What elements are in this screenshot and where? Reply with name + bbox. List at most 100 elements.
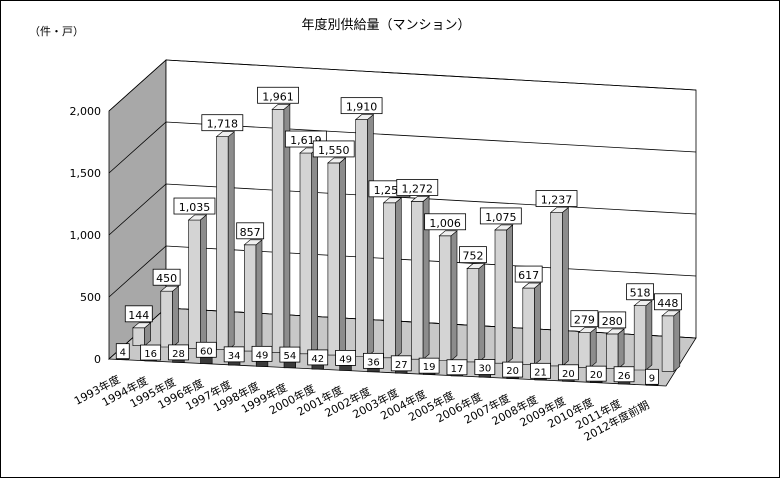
bar-main-side	[673, 310, 681, 372]
data-label-box	[557, 364, 579, 381]
bar-main-side	[645, 300, 653, 371]
bar-main-side	[394, 197, 402, 359]
data-label-box	[474, 359, 496, 375]
bar-main-top	[132, 322, 152, 329]
data-label-main: 450	[156, 272, 177, 285]
bar-main	[633, 305, 647, 371]
bar-main-top	[327, 157, 347, 164]
bar-main	[160, 290, 173, 348]
bar-main-side	[506, 224, 514, 364]
data-label-box	[312, 140, 355, 158]
data-label-main: 1,006	[429, 217, 461, 230]
y-tick-label: 0	[94, 353, 101, 366]
data-label-small: 26	[618, 371, 631, 382]
data-label-small: 30	[478, 364, 491, 375]
bar-main-top	[521, 282, 542, 289]
data-label-box	[570, 310, 599, 328]
data-label-small: 20	[562, 369, 575, 380]
bar-main-side	[367, 113, 374, 358]
data-label-small: 34	[228, 351, 241, 362]
bar-main	[550, 212, 563, 367]
data-label-box	[418, 357, 440, 374]
data-label-small: 42	[311, 354, 324, 365]
bar-main-side	[311, 147, 319, 355]
bar-main-top	[661, 310, 681, 317]
data-label-small: 60	[200, 346, 213, 357]
data-label-main: 1,237	[541, 194, 573, 207]
bar-main-top	[271, 104, 291, 110]
data-label-small: 9	[649, 373, 655, 384]
data-label-main: 752	[462, 250, 483, 263]
bar-main-top	[410, 196, 430, 202]
y-tick-label: 1,000	[70, 229, 102, 242]
data-label-small: 49	[256, 350, 269, 361]
bar-main	[661, 315, 675, 372]
data-label-main: 857	[240, 226, 261, 239]
bar-main	[383, 202, 396, 359]
gridline	[108, 59, 697, 112]
data-label-box	[424, 213, 467, 231]
data-label-box	[654, 293, 682, 311]
data-label-box	[459, 246, 487, 264]
data-label-box	[535, 190, 578, 207]
data-label-small: 19	[423, 362, 436, 373]
data-label-box	[195, 341, 217, 358]
data-label-box	[236, 222, 265, 240]
y-tick-label: 2,000	[70, 105, 102, 118]
data-label-main: 1,035	[179, 201, 211, 214]
bar-main-side	[227, 131, 235, 351]
bar-main-top	[605, 328, 625, 335]
data-label-small: 20	[590, 370, 603, 381]
data-label-small: 16	[144, 349, 157, 360]
bar-main-top	[215, 131, 236, 137]
bar-main-side	[172, 285, 179, 348]
y-unit-label: （件・戸）	[29, 25, 84, 38]
bar-main-top	[494, 224, 514, 231]
data-label-box	[396, 179, 439, 196]
data-label-box	[124, 305, 153, 323]
bar-main-side	[478, 262, 486, 363]
bar-main-top	[466, 263, 486, 269]
bar-main	[466, 268, 480, 363]
data-label-box	[152, 268, 181, 286]
bar-main-side	[562, 206, 569, 367]
data-label-box	[626, 283, 654, 301]
bar-main	[355, 119, 368, 357]
bar-main	[299, 152, 313, 355]
y-tick-label: 1,500	[70, 167, 102, 180]
data-label-box	[257, 86, 299, 104]
bar-main	[411, 201, 424, 360]
bar-main-side	[339, 157, 346, 356]
data-label-small: 4	[120, 348, 126, 359]
chart-title: 年度別供給量（マンション）	[301, 17, 470, 33]
data-label-main: 617	[518, 269, 539, 282]
bar-main	[327, 162, 340, 356]
data-label-box	[645, 368, 659, 385]
data-label-box	[173, 197, 216, 215]
y-tick-label: 500	[80, 291, 101, 304]
bar-main-side	[589, 327, 597, 368]
data-label-main: 518	[630, 287, 651, 300]
bar-main	[438, 235, 452, 361]
bar-main-top	[243, 239, 263, 246]
bar-main-side	[255, 239, 263, 352]
data-label-box	[140, 344, 162, 361]
bar-main	[216, 136, 229, 351]
data-label-box	[514, 265, 543, 283]
data-label-box	[363, 352, 384, 369]
data-label-box	[307, 349, 329, 366]
data-label-box	[613, 366, 635, 383]
data-label-small: 20	[506, 366, 519, 377]
data-label-box	[479, 207, 522, 225]
bar-main-top	[577, 327, 598, 334]
data-label-small: 36	[367, 357, 380, 368]
bar-main-top	[633, 300, 653, 307]
data-label-box	[168, 344, 189, 361]
bar-main	[522, 287, 535, 365]
data-label-small: 49	[339, 354, 352, 365]
data-label-box	[279, 346, 301, 363]
data-label-box	[115, 343, 130, 360]
data-label-box	[446, 359, 468, 376]
